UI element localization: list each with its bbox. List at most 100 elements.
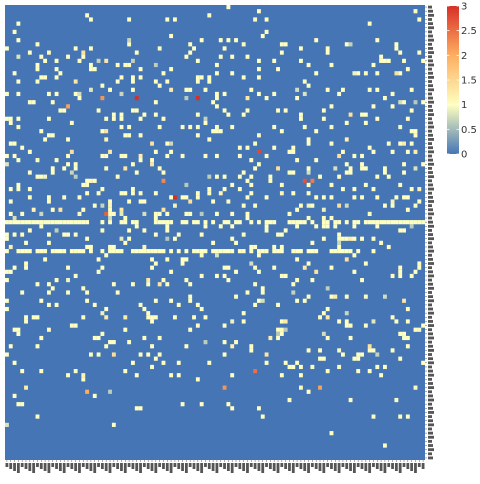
heatmap-cell [287, 220, 292, 225]
heatmap-cell [16, 21, 21, 26]
heatmap-cell [279, 249, 284, 254]
x-tick-label [139, 463, 142, 473]
heatmap-cell [226, 278, 231, 283]
heatmap-cell [131, 191, 135, 196]
heatmap-cell [142, 211, 147, 217]
heatmap-cell [329, 124, 334, 130]
heatmap-cell [43, 249, 48, 254]
y-tick-label [428, 435, 434, 439]
heatmap-cell [383, 294, 387, 299]
x-tick-label [211, 463, 215, 471]
heatmap-cell [344, 257, 349, 262]
x-tick-label [16, 463, 20, 473]
heatmap-cell [413, 133, 418, 138]
y-tick-label [428, 150, 434, 154]
heatmap-cell [157, 211, 162, 217]
heatmap-cell [108, 199, 112, 204]
heatmap-cell [165, 211, 170, 217]
heatmap-cell [249, 87, 254, 92]
heatmap-cell [291, 364, 296, 370]
heatmap-cell [66, 153, 70, 159]
heatmap-cell [398, 273, 403, 279]
heatmap-cell [402, 141, 406, 146]
heatmap-cell [127, 199, 132, 204]
heatmap-cell [12, 393, 17, 399]
heatmap-cell [66, 54, 70, 59]
heatmap-cell [314, 129, 319, 134]
heatmap-cell [20, 290, 25, 295]
heatmap-cell [161, 116, 166, 121]
y-tick-label [428, 175, 434, 179]
heatmap-cell [8, 199, 13, 204]
x-tick-label [20, 463, 24, 467]
heatmap-cell [153, 232, 158, 237]
heatmap-cell [35, 220, 40, 225]
heatmap-cell [295, 87, 300, 92]
heatmap-cell [73, 369, 78, 374]
heatmap-cell [383, 364, 387, 370]
heatmap-cell [257, 162, 261, 167]
y-tick-label [428, 183, 433, 187]
heatmap-cell [249, 182, 254, 188]
heatmap-cell [184, 211, 189, 217]
y-tick-label [428, 63, 434, 67]
x-tick-label [307, 463, 310, 473]
heatmap-cell [153, 62, 158, 68]
y-tick-label [428, 71, 433, 75]
heatmap-cell [146, 352, 151, 357]
heatmap-cell [180, 124, 185, 130]
heatmap-cell [92, 302, 97, 308]
heatmap-cell [398, 331, 403, 336]
heatmap-cell [409, 141, 414, 146]
x-tick-label [66, 463, 70, 467]
heatmap-cell [24, 249, 28, 254]
heatmap-cell [169, 87, 174, 92]
heatmap-cell [8, 344, 13, 349]
heatmap-cell [363, 182, 368, 188]
heatmap-cell [12, 153, 17, 159]
heatmap-cell [169, 249, 174, 254]
heatmap-cell [211, 100, 216, 105]
heatmap-cell [108, 87, 112, 92]
heatmap-cell [31, 220, 36, 225]
heatmap-cell [241, 170, 246, 175]
heatmap-cell [371, 236, 376, 241]
heatmap-cell [222, 91, 227, 97]
heatmap-cell [157, 220, 162, 225]
y-tick-label [428, 55, 432, 59]
heatmap-cell [264, 224, 269, 229]
heatmap-cell [371, 319, 376, 324]
heatmap-cell [257, 220, 261, 225]
heatmap-cell [146, 311, 151, 316]
heatmap-cell [8, 116, 13, 121]
heatmap-cell [89, 352, 93, 357]
heatmap-cell [291, 149, 296, 154]
heatmap-cell [325, 224, 330, 229]
heatmap-cell [47, 195, 51, 200]
heatmap-cell [207, 187, 212, 192]
heatmap-cell [123, 191, 128, 196]
heatmap-cell [24, 220, 28, 225]
heatmap-cell [276, 302, 280, 308]
heatmap-cell [363, 323, 368, 328]
x-tick-label [249, 463, 253, 467]
heatmap-cell [138, 352, 143, 357]
heatmap-cell [39, 224, 44, 229]
heatmap-cell [96, 58, 101, 63]
x-tick-label [85, 463, 89, 469]
heatmap-cell [153, 79, 158, 84]
heatmap-cell [360, 236, 364, 241]
heatmap-cell [16, 182, 21, 188]
heatmap-cell [306, 215, 311, 221]
heatmap-cell [390, 348, 395, 353]
heatmap-cell [85, 290, 90, 295]
heatmap-cell [337, 153, 342, 159]
heatmap-cell [390, 149, 395, 154]
heatmap-cell [306, 203, 311, 208]
heatmap-cell [8, 244, 13, 250]
heatmap-cell [276, 232, 280, 237]
heatmap-cell [92, 67, 97, 72]
y-tick-label [428, 452, 432, 456]
heatmap-cell [363, 294, 368, 299]
y-tick-label [428, 92, 432, 96]
